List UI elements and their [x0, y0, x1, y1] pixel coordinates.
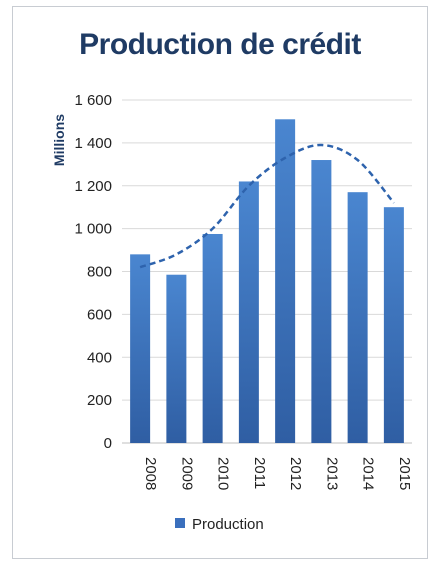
bar — [238, 181, 259, 443]
trendline — [139, 143, 395, 269]
bar — [202, 233, 223, 443]
trendline-path — [139, 143, 395, 269]
x-tick-label: 2015 — [396, 457, 413, 490]
bar — [166, 274, 187, 443]
bar — [130, 254, 151, 443]
y-tick-label: 0 — [104, 435, 112, 452]
y-tick-label: 1 200 — [74, 178, 112, 195]
y-axis-ticks: 0 200 400 600 800 1 000 1 200 1 400 1 600 — [74, 92, 112, 452]
bar — [311, 160, 332, 443]
bars — [130, 119, 404, 443]
y-tick-label: 1 600 — [74, 92, 112, 109]
legend-label: Production — [192, 516, 264, 533]
x-tick-label: 2008 — [142, 457, 159, 490]
y-tick-label: 200 — [87, 392, 112, 409]
y-axis-label: Millions — [51, 114, 67, 166]
x-tick-label: 2009 — [178, 457, 195, 490]
chart-title: Production de crédit — [79, 28, 361, 61]
x-tick-label: 2013 — [323, 457, 340, 490]
x-tick-label: 2012 — [287, 457, 304, 490]
legend-swatch — [175, 518, 185, 528]
bar — [383, 207, 404, 443]
y-tick-label: 800 — [87, 264, 112, 281]
y-tick-label: 1 400 — [74, 135, 112, 152]
bar — [347, 192, 368, 443]
y-tick-label: 400 — [87, 349, 112, 366]
gridlines — [122, 99, 412, 444]
x-axis-ticks: 2008 2009 2010 2011 2012 2013 2014 2015 — [142, 457, 413, 490]
x-tick-label: 2011 — [251, 457, 268, 489]
x-tick-label: 2014 — [360, 457, 377, 490]
y-tick-label: 1 000 — [74, 221, 112, 238]
y-tick-label: 600 — [87, 306, 112, 323]
x-tick-label: 2010 — [215, 457, 232, 490]
bar — [275, 119, 296, 443]
